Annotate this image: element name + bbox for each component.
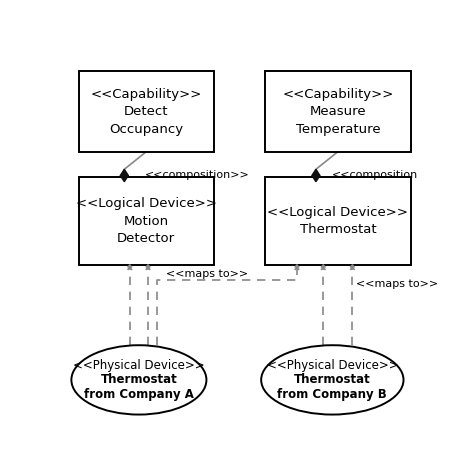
Text: <<Logical Device>>: <<Logical Device>> [267,206,408,219]
Text: <<Capability>>: <<Capability>> [282,88,393,100]
Text: Temperature: Temperature [295,123,380,136]
Text: <<Logical Device>>: <<Logical Device>> [76,197,217,210]
Text: <<Physical Device>>: <<Physical Device>> [73,359,205,372]
Text: Occupancy: Occupancy [109,123,183,136]
Text: Detector: Detector [117,232,175,245]
Text: Thermostat: Thermostat [294,374,371,386]
Bar [265,177,411,265]
Text: <<composition>>: <<composition>> [145,170,249,180]
Text: Thermostat: Thermostat [100,374,177,386]
Bar [79,72,214,152]
Polygon shape [120,169,128,182]
Text: <<Physical Device>>: <<Physical Device>> [266,359,398,372]
Text: <<composition: <<composition [332,170,419,180]
Text: <<maps to>>: <<maps to>> [356,279,438,289]
Text: Measure: Measure [310,105,366,118]
Text: Thermostat: Thermostat [300,223,376,237]
Ellipse shape [261,345,403,415]
Polygon shape [312,169,320,182]
Bar [79,177,214,265]
Text: <<Capability>>: <<Capability>> [91,88,202,100]
Text: from Company A: from Company A [84,388,194,401]
Text: Detect: Detect [124,105,168,118]
Text: from Company B: from Company B [277,388,387,401]
Ellipse shape [72,345,206,415]
Text: Motion: Motion [124,215,169,228]
Bar [265,72,411,152]
Text: <<maps to>>: <<maps to>> [166,269,248,279]
